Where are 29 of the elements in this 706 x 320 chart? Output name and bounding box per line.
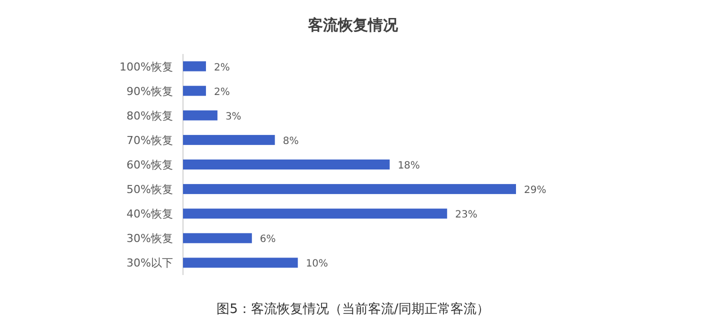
data-label: 23%	[455, 210, 478, 221]
y-tick-label: 80%恢复	[126, 109, 173, 122]
data-label: 3%	[225, 111, 242, 122]
caption: 图5：客流恢复情况（当前客流/同期正常客流）	[216, 301, 490, 317]
y-tick-label: 30%以下	[126, 256, 173, 270]
data-label: 2%	[214, 62, 230, 74]
data-label: 18%	[398, 160, 420, 172]
bar	[183, 233, 252, 244]
bar	[183, 184, 516, 194]
data-label: 8%	[282, 136, 299, 147]
y-tick-label: 40%恢复	[126, 208, 173, 221]
chart-title: 客流恢复情况	[307, 16, 399, 34]
y-tick-label: 100%恢复	[120, 60, 173, 74]
data-label: 10%	[306, 258, 328, 270]
y-tick-label: 30%恢复	[126, 232, 173, 246]
bar	[183, 134, 275, 145]
bar	[183, 258, 298, 268]
data-label: 29%	[524, 185, 546, 196]
data-label: 6%	[260, 234, 276, 246]
y-tick-label: 60%恢复	[126, 158, 173, 172]
bar	[183, 208, 448, 219]
bar	[183, 61, 206, 72]
bar	[183, 110, 218, 120]
bar	[183, 160, 390, 170]
bar	[183, 86, 206, 96]
y-tick-label: 90%恢复	[126, 84, 173, 98]
y-tick-label: 50%恢复	[126, 183, 173, 196]
y-tick-label: 70%恢复	[126, 134, 173, 147]
data-label: 2%	[214, 86, 230, 98]
